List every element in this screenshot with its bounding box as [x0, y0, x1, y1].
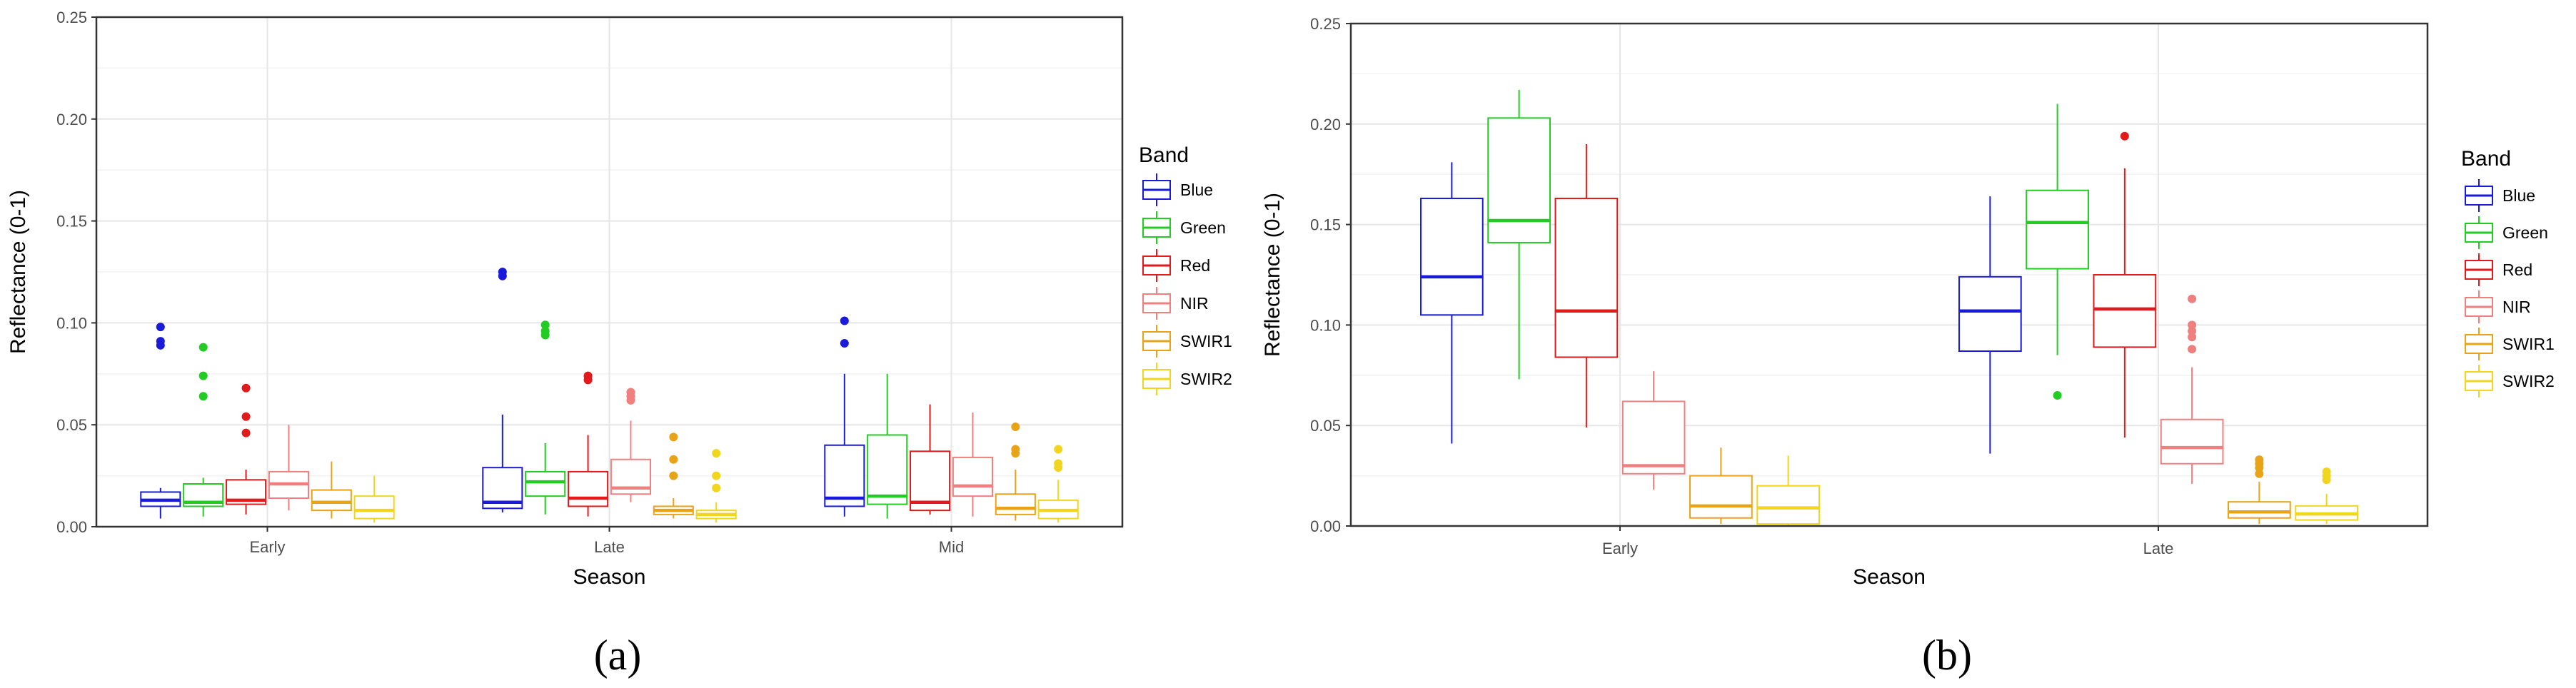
outlier-point: [1054, 459, 1063, 468]
outlier-point: [2255, 455, 2264, 465]
outlier-point: [669, 432, 678, 442]
plot-border: [1349, 22, 2429, 527]
box-iqr: [353, 495, 395, 520]
x-axis-title: Season: [573, 565, 646, 589]
box-iqr: [525, 470, 566, 497]
box-iqr: [867, 434, 908, 505]
outlier-point: [540, 320, 550, 330]
legend-label: Red: [1180, 256, 1210, 275]
legend-label: Red: [2502, 260, 2532, 279]
box-iqr: [1621, 400, 1686, 475]
outlier-point: [156, 323, 165, 332]
outlier-point: [198, 343, 208, 352]
outlier-point: [2188, 294, 2197, 303]
box-iqr: [824, 444, 865, 507]
outlier-point: [241, 428, 251, 437]
y-tick-label: 0.15: [1310, 216, 1341, 234]
box-iqr: [910, 450, 951, 512]
outlier-point: [840, 338, 849, 348]
x-tick-label: Late: [2143, 540, 2174, 557]
legend-label: SWIR1: [1180, 332, 1232, 350]
y-tick-label: 0.10: [56, 314, 87, 332]
y-tick-label: 0.00: [1310, 517, 1341, 535]
outlier-point: [840, 316, 849, 325]
y-axis-title: Reflectance (0-1): [1261, 193, 1284, 357]
box-iqr: [1554, 197, 1619, 358]
legend-title: Band: [1139, 143, 1189, 167]
box-iqr: [2160, 418, 2224, 465]
outlier-point: [669, 471, 678, 480]
outlier-point: [2188, 345, 2197, 354]
legend-label: Blue: [1180, 181, 1213, 199]
outlier-point: [241, 383, 251, 393]
outlier-point: [2255, 469, 2264, 478]
y-tick-label: 0.15: [56, 213, 87, 231]
y-tick-label: 0.05: [56, 416, 87, 434]
legend-label: NIR: [2502, 298, 2531, 316]
legend-label: Green: [1180, 218, 1226, 237]
outlier-point: [1011, 445, 1020, 454]
outlier-point: [2188, 326, 2197, 335]
chart-panel-a: 0.00 0.05 0.10 0.15 0.20 0.25 Early Late Mid Seas…: [6, 9, 1232, 589]
outlier-point: [540, 326, 550, 335]
y-axis-title: Reflectance (0-1): [6, 190, 30, 354]
outlier-point: [2188, 320, 2197, 330]
outlier-point: [626, 388, 635, 397]
x-axis-title: Season: [1853, 565, 1926, 589]
outlier-point: [498, 268, 507, 276]
y-tick-label: 0.05: [1310, 417, 1341, 435]
outlier-point: [198, 392, 208, 401]
box-iqr: [1958, 275, 2022, 353]
panel-label-a: (a): [594, 632, 642, 679]
panel-label-b: (b): [1922, 632, 1972, 679]
box-iqr: [1756, 485, 1820, 525]
x-tick-label: Early: [1602, 540, 1638, 557]
outlier-point: [1054, 445, 1063, 454]
y-tick-label: 0.25: [56, 9, 87, 26]
box-iqr: [568, 470, 609, 507]
chart-panel-b: 0.00 0.05 0.10 0.15 0.20 0.25 Early Late Season R…: [1261, 15, 2555, 589]
outlier-point: [2120, 131, 2129, 141]
y-tick-label: 0.10: [1310, 316, 1341, 334]
legend-label: SWIR1: [2502, 335, 2555, 353]
box-iqr: [952, 456, 993, 497]
plot-border: [95, 16, 1124, 528]
x-tick-label: Early: [249, 538, 285, 556]
box-iqr: [2228, 501, 2291, 519]
box-iqr: [1689, 475, 1753, 519]
box-iqr: [2093, 274, 2157, 348]
y-tick-label: 0.20: [56, 111, 87, 128]
y-tick-label: 0.20: [1310, 116, 1341, 133]
legend-label: Green: [2502, 223, 2548, 242]
legend-label: Blue: [2502, 186, 2535, 205]
outlier-point: [156, 337, 165, 346]
outlier-point: [198, 371, 208, 380]
outlier-point: [583, 371, 593, 380]
x-tick-label: Mid: [939, 538, 964, 556]
outlier-point: [712, 449, 721, 458]
outlier-point: [712, 483, 721, 492]
y-tick-label: 0.00: [56, 518, 87, 536]
outlier-point: [2053, 390, 2062, 400]
outlier-point: [669, 455, 678, 464]
box-iqr: [311, 489, 352, 512]
legend-label: NIR: [1180, 294, 1209, 313]
outlier-point: [241, 412, 251, 421]
outlier-point: [712, 471, 721, 480]
box-iqr: [1420, 197, 1484, 316]
outlier-point: [1011, 423, 1020, 432]
box-iqr: [2026, 189, 2089, 270]
box-iqr: [995, 493, 1036, 515]
y-tick-label: 0.25: [1310, 15, 1341, 33]
box-iqr: [1487, 117, 1551, 243]
legend-label: SWIR2: [2502, 372, 2555, 390]
x-tick-label: Late: [594, 538, 625, 556]
outlier-point: [2188, 333, 2197, 342]
legend-label: SWIR2: [1180, 370, 1232, 388]
legend-title: Band: [2461, 147, 2511, 171]
outlier-point: [2322, 467, 2331, 476]
